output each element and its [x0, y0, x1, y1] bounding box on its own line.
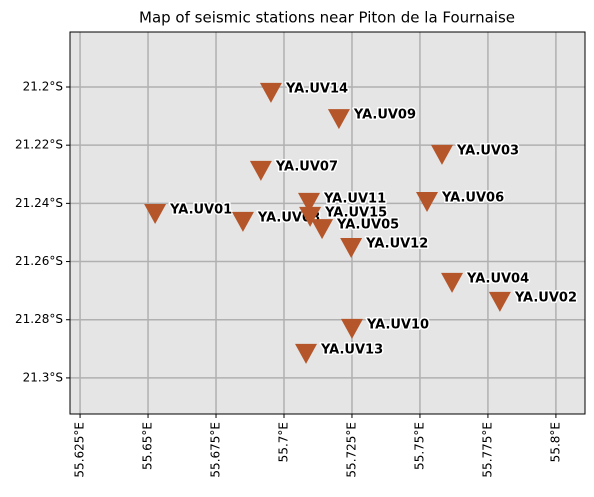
station-marker — [430, 144, 453, 165]
station-label: YA.UV06 — [441, 191, 504, 206]
station-marker — [340, 238, 363, 259]
station-label: YA.UV14 — [285, 81, 348, 96]
station-marker — [299, 206, 322, 227]
x-tick-label: 55.625°E — [73, 422, 87, 478]
x-tick-label: 55.7°E — [276, 422, 290, 462]
plot-frame — [69, 31, 586, 415]
y-tick-label: 21.22°S — [15, 138, 63, 152]
station-marker — [298, 192, 321, 213]
station-label: YA.UV12 — [365, 237, 428, 252]
station-label: YA.UV11 — [323, 191, 386, 206]
chart-title: Map of seismic stations near Piton de la… — [139, 9, 515, 27]
x-tick-label: 55.65°E — [141, 422, 155, 470]
station-marker — [441, 272, 464, 293]
x-tick-label: 55.8°E — [548, 422, 562, 462]
station-label: YA.UV10 — [366, 317, 429, 332]
x-tick-label: 55.725°E — [344, 422, 358, 478]
station-marker — [488, 291, 511, 312]
x-tick-label: 55.675°E — [209, 422, 223, 478]
station-marker — [295, 343, 318, 364]
x-tick-label: 55.75°E — [412, 422, 426, 470]
station-marker — [416, 192, 439, 213]
station-marker — [340, 318, 363, 339]
station-label: YA.UV15 — [324, 205, 387, 220]
station-label: YA.UV13 — [320, 342, 383, 357]
y-tick-label: 21.24°S — [15, 196, 63, 210]
station-label: YA.UV02 — [514, 290, 577, 305]
x-tick-label: 55.775°E — [480, 422, 494, 478]
station-marker — [327, 109, 350, 130]
y-tick-label: 21.3°S — [23, 370, 63, 384]
station-marker — [259, 82, 282, 103]
y-tick-label: 21.26°S — [15, 254, 63, 268]
station-marker — [311, 219, 334, 240]
y-tick-label: 21.2°S — [23, 79, 63, 93]
station-label: YA.UV01 — [169, 202, 232, 217]
station-label: YA.UV04 — [466, 271, 529, 286]
station-label: YA.UV03 — [456, 143, 519, 158]
y-tick-label: 21.28°S — [15, 312, 63, 326]
station-marker — [144, 203, 167, 224]
station-label: YA.UV05 — [336, 218, 399, 233]
station-marker — [231, 211, 254, 232]
station-label: YA.UV07 — [275, 159, 338, 174]
station-label: YA.UV09 — [353, 108, 416, 123]
station-marker — [249, 160, 272, 181]
